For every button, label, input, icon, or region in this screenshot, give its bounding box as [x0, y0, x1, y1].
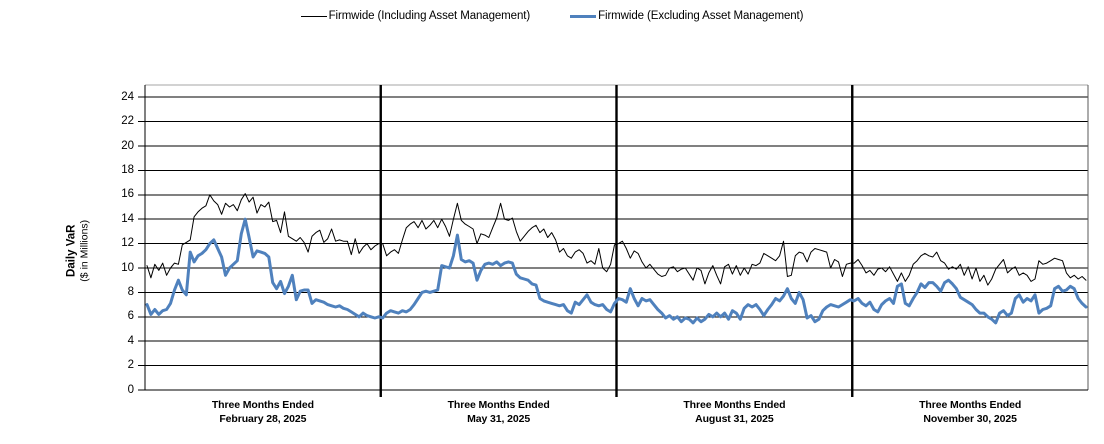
legend-line-blue-icon	[570, 14, 597, 18]
x-label-q3-line2: August 31, 2025	[695, 412, 774, 425]
y-tick-label: 0	[127, 383, 134, 396]
y-tick-label: 2	[127, 359, 134, 372]
x-label-q3-line1: Three Months Ended	[683, 399, 786, 411]
legend-line-black-icon	[300, 15, 327, 17]
y-tick-label: 12	[121, 237, 134, 250]
x-label-q4: Three Months Ended November 30, 2025	[852, 399, 1088, 426]
x-label-q1-line2: February 28, 2025	[219, 412, 307, 425]
x-label-q3: Three Months Ended August 31, 2025	[616, 399, 852, 426]
legend-item-excluding: Firmwide (Excluding Asset Management)	[570, 10, 803, 22]
x-label-q2-line2: May 31, 2025	[467, 412, 531, 425]
x-label-q2: Three Months Ended May 31, 2025	[381, 399, 617, 426]
y-tick-label: 4	[127, 334, 134, 347]
y-tick-label: 14	[121, 212, 134, 225]
chart-legend: Firmwide (Including Asset Management) Fi…	[0, 10, 1104, 22]
y-tick-label: 16	[121, 188, 134, 201]
x-label-q2-line1: Three Months Ended	[447, 399, 550, 411]
y-tick-label: 10	[121, 261, 134, 274]
series-line-excluding	[145, 217, 1088, 325]
y-tick-label: 6	[127, 310, 134, 323]
x-label-q4-line2: November 30, 2025	[923, 412, 1017, 425]
legend-label-including: Firmwide (Including Asset Management)	[328, 10, 531, 22]
series-line-including	[146, 193, 1087, 286]
y-tick-label: 24	[121, 90, 134, 103]
y-tick-label: 22	[121, 115, 134, 128]
x-label-q1: Three Months Ended February 28, 2025	[145, 399, 381, 426]
x-label-q4-line1: Three Months Ended	[919, 399, 1022, 411]
x-label-q1-line1: Three Months Ended	[211, 399, 314, 411]
y-tick-label: 20	[121, 139, 134, 152]
y-tick-label: 8	[127, 285, 134, 298]
y-tick-label: 18	[121, 163, 134, 176]
legend-item-including: Firmwide (Including Asset Management)	[300, 10, 531, 22]
legend-label-excluding: Firmwide (Excluding Asset Management)	[598, 10, 804, 22]
